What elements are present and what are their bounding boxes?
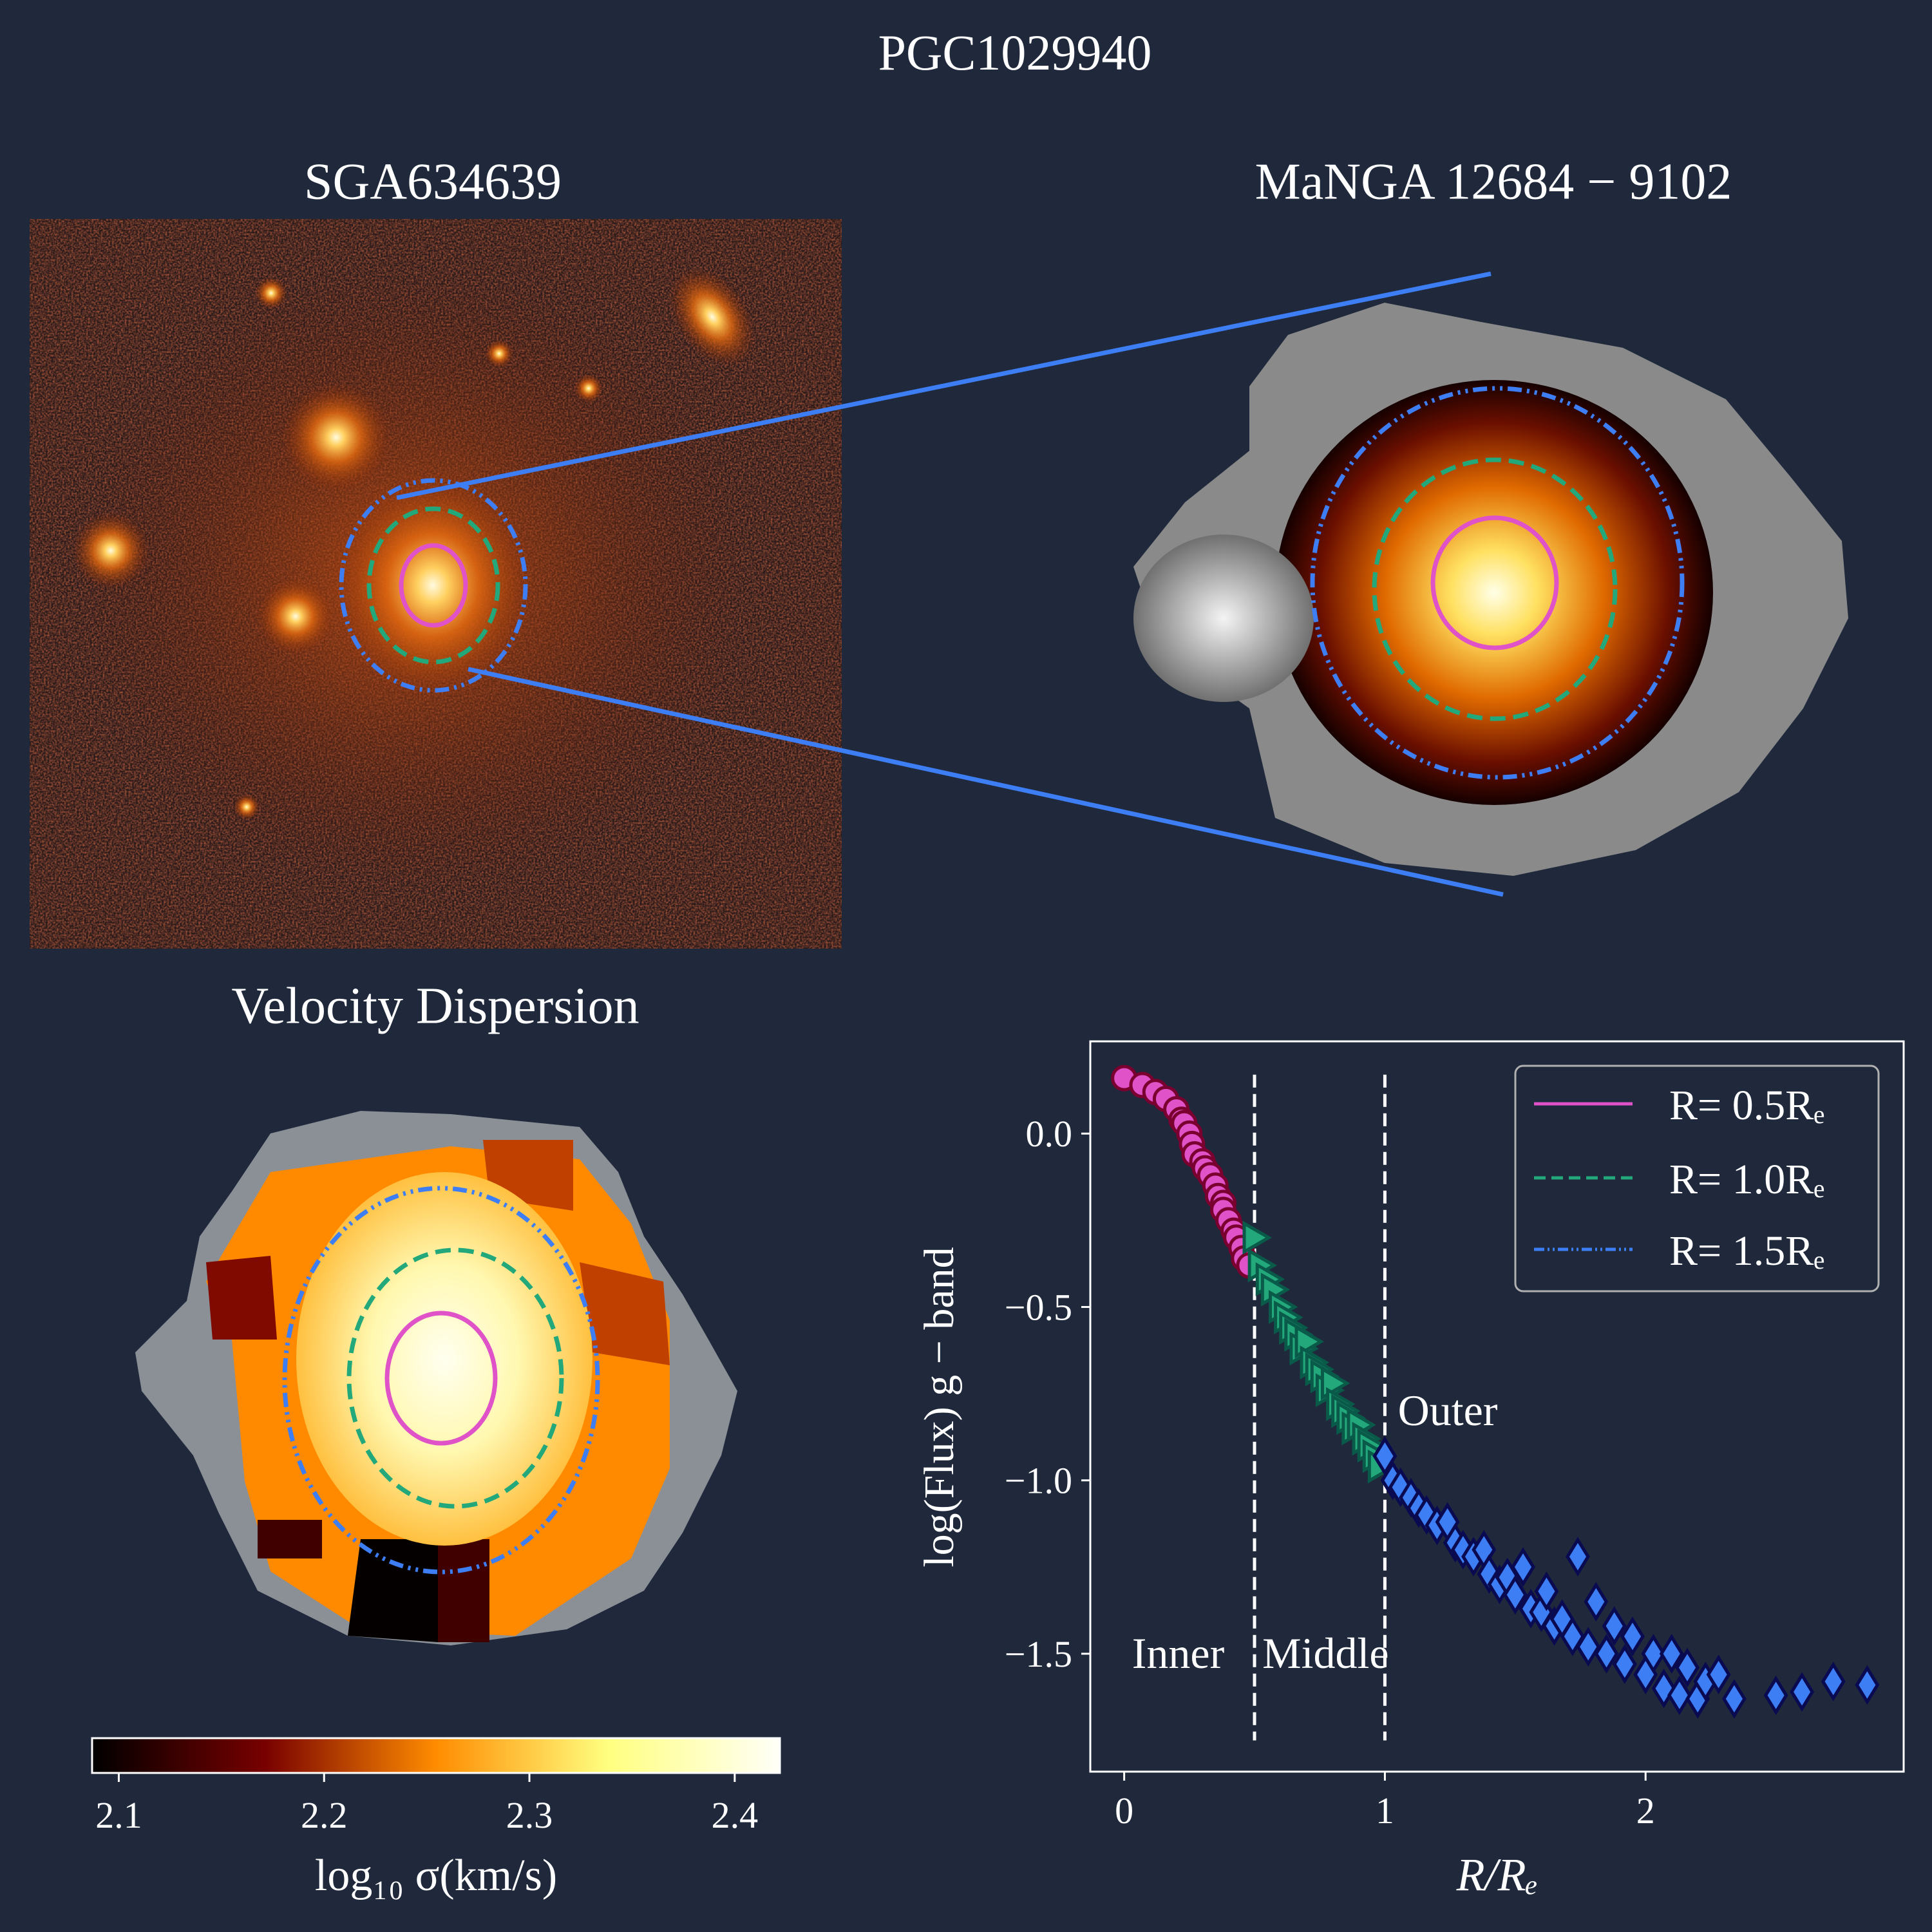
veldisp-panel-title: Velocity Dispersion (231, 978, 639, 1035)
inner-aperture-ellipse (399, 543, 468, 628)
x-tick-label: 2 (1636, 1790, 1655, 1832)
x-tick-label: 1 (1376, 1790, 1394, 1832)
outer-aperture-ellipse (282, 1186, 600, 1575)
legend-label-outer: R= 1.5Rₑ (1669, 1227, 1824, 1274)
outer-diamond-point (1659, 1634, 1684, 1674)
outer-diamond-point (1620, 1616, 1645, 1656)
outer-diamond-point (1667, 1675, 1692, 1716)
outer-diamond-point (1855, 1665, 1880, 1705)
image-panel-title: SGA634639 (303, 153, 562, 211)
inner-aperture-ellipse (1430, 515, 1559, 650)
outer-diamond-point (1821, 1662, 1846, 1701)
outer-diamond-point (1641, 1634, 1666, 1674)
y-tick-label: 0.0 (1026, 1113, 1073, 1155)
colorbar-tick-label: 2.4 (712, 1794, 759, 1836)
outer-diamond-point (1502, 1575, 1528, 1615)
x-tick-label: 0 (1115, 1790, 1133, 1832)
colorbar-tick-label: 2.3 (506, 1794, 553, 1836)
y-axis-label: log(Flux) g − band (916, 1247, 963, 1567)
colorbar: 2.1 2.2 2.3 2.4 log₁₀ σ(km/s) (91, 1737, 781, 1900)
colorbar-tick-label: 2.1 (95, 1794, 142, 1836)
region-annotation: Outer (1398, 1386, 1498, 1435)
velocity-dispersion-map (135, 1111, 737, 1645)
inner-aperture-ellipse (384, 1311, 498, 1446)
colorbar-label: log₁₀ σ(km/s) (315, 1851, 557, 1900)
flux-profile-chart: 0 1 2 0.0 −0.5 −1.0 −1.5 Inner Middle Outer R/Rₑ… (916, 1040, 1905, 1900)
outer-diamond-point (1721, 1679, 1747, 1719)
outer-diamond-point (1790, 1672, 1815, 1712)
middle-aperture-ellipse (366, 506, 500, 665)
middle-triangle-point (1242, 1220, 1273, 1255)
outer-diamond-point (1763, 1675, 1788, 1716)
y-tick-label: −1.5 (1005, 1633, 1072, 1675)
outer-diamond-point (1576, 1627, 1601, 1667)
zoom-connector-top (396, 271, 1492, 500)
legend: R= 0.5Rₑ R= 1.0Rₑ R= 1.5Rₑ (1514, 1065, 1880, 1293)
outer-diamond-point (1534, 1571, 1559, 1611)
outer-aperture-ellipse (339, 478, 528, 693)
outer-diamond-point (1675, 1647, 1700, 1688)
y-tick-label: −0.5 (1005, 1286, 1072, 1328)
outer-diamond-point (1566, 1537, 1590, 1577)
colorbar-tick-label: 2.2 (301, 1794, 348, 1836)
region-annotation: Middle (1262, 1629, 1388, 1678)
legend-label-inner: R= 0.5Rₑ (1669, 1082, 1824, 1129)
outer-diamond-point (1511, 1547, 1535, 1587)
outer-diamond-point (1584, 1582, 1609, 1622)
y-tick-label: −1.0 (1005, 1460, 1072, 1502)
outer-diamond-point (1706, 1654, 1731, 1695)
region-annotation: Inner (1132, 1629, 1225, 1678)
outer-diamond-point (1372, 1436, 1397, 1476)
zoom-connector-bottom (468, 667, 1504, 897)
x-axis-label: R/Rₑ (1456, 1849, 1539, 1900)
plot-frame (1089, 1040, 1905, 1773)
middle-aperture-ellipse (346, 1247, 564, 1509)
outer-diamond-point (1594, 1634, 1619, 1674)
manga-flux-map (1133, 303, 1848, 876)
outer-diamond-point (1602, 1606, 1627, 1646)
outer-diamond-point (1612, 1644, 1637, 1684)
middle-aperture-ellipse (1372, 457, 1618, 721)
figure-title: PGC1029940 (878, 24, 1152, 80)
legend-label-middle: R= 1.0Rₑ (1669, 1156, 1824, 1203)
outer-aperture-ellipse (1310, 386, 1685, 780)
manga-panel-title: MaNGA 12684 − 9102 (1255, 153, 1732, 211)
optical-image (30, 219, 842, 949)
